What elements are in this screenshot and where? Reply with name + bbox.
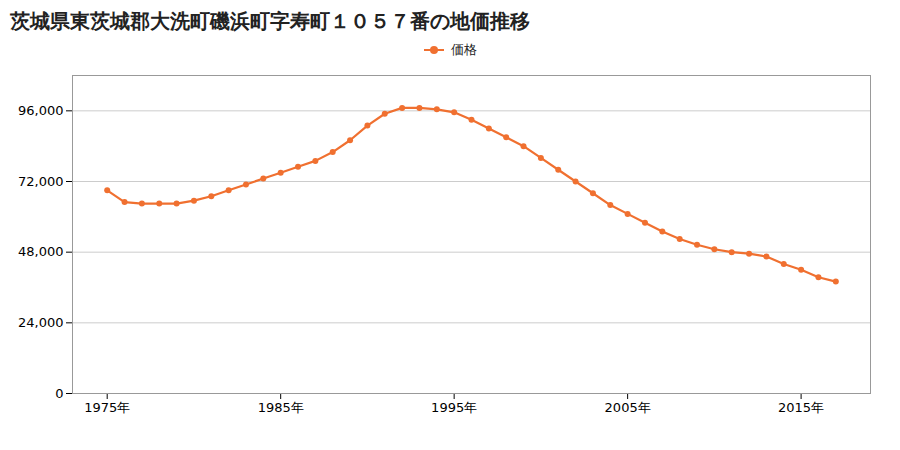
svg-text:24,000: 24,000	[18, 315, 64, 330]
svg-text:72,000: 72,000	[18, 174, 64, 189]
svg-text:0: 0	[55, 386, 63, 401]
svg-text:2005年: 2005年	[605, 400, 651, 415]
html-text:価格: 価格	[451, 42, 477, 57]
svg-text:1995年: 1995年	[431, 400, 477, 415]
svg-text:2015年: 2015年	[778, 400, 824, 415]
svg-text:96,000: 96,000	[18, 103, 64, 118]
svg-text:48,000: 48,000	[18, 244, 64, 259]
svg-text:1985年: 1985年	[258, 400, 304, 415]
html-text:茨城県東茨城郡大洗町磯浜町字寿町１０５７番の地価推移: 茨城県東茨城郡大洗町磯浜町字寿町１０５７番の地価推移	[10, 9, 530, 33]
svg-text:1975年: 1975年	[84, 400, 130, 415]
